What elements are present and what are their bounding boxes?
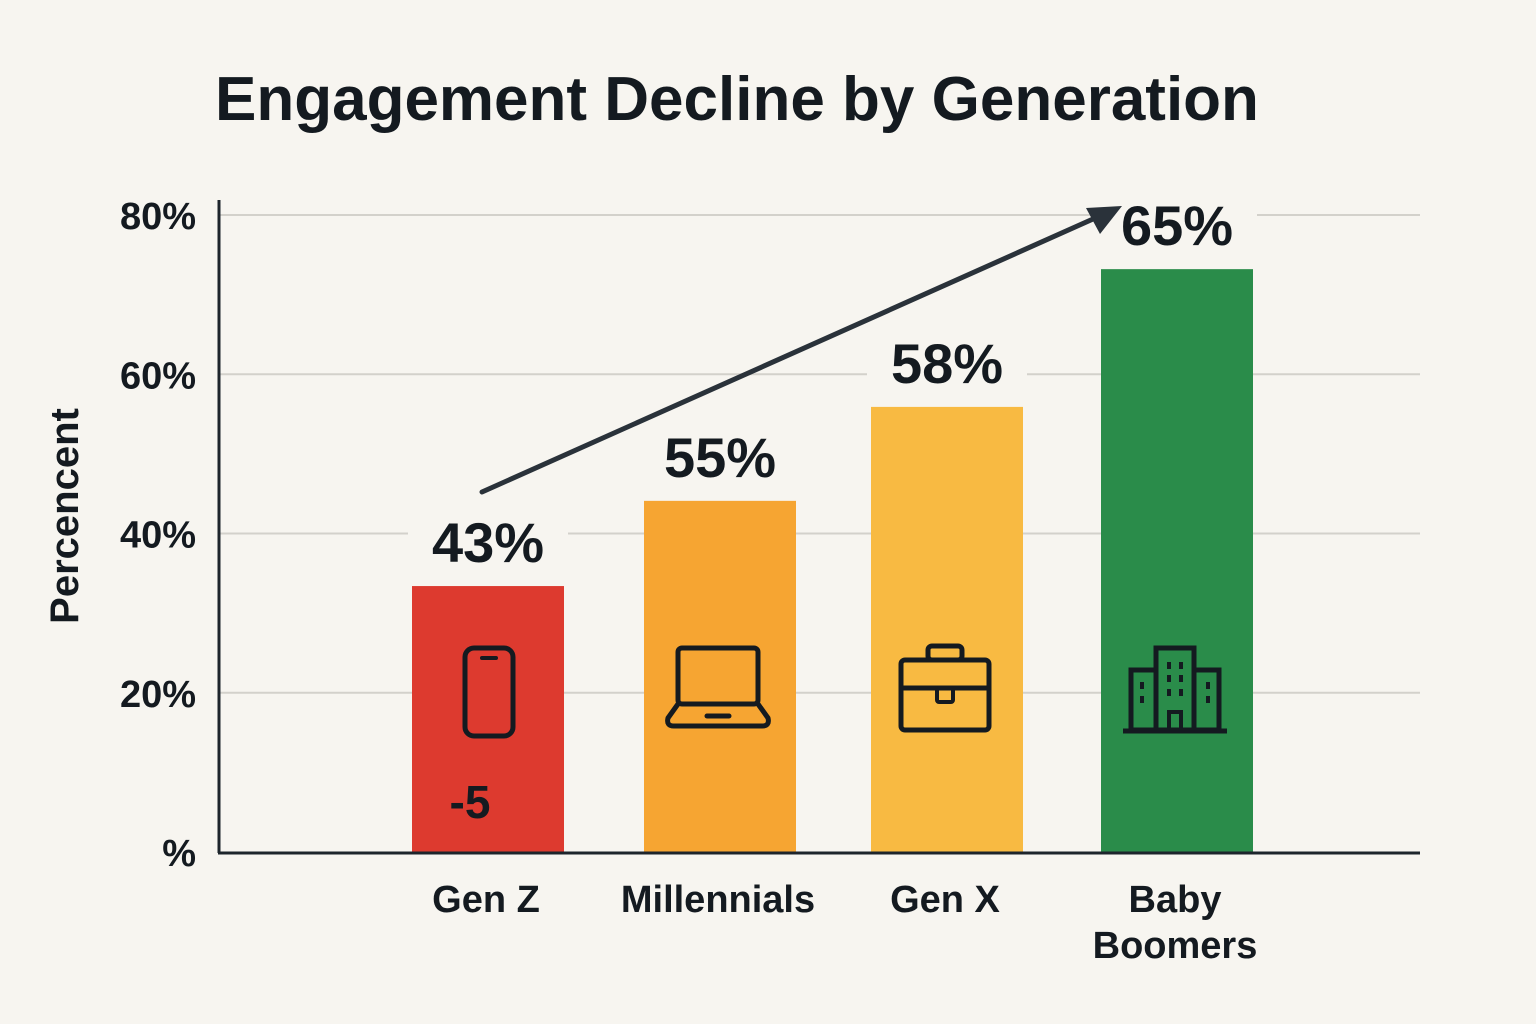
y-tick-label: % (162, 833, 196, 875)
y-tick-label: 80% (120, 196, 196, 238)
x-tick-label: Gen X (890, 879, 1000, 921)
value-label: 55% (664, 426, 776, 489)
value-label-background (1097, 195, 1257, 260)
value-label-background (408, 512, 568, 577)
bar-gen-x (871, 406, 1023, 852)
value-label: 58% (891, 332, 1003, 395)
y-tick-label: 40% (120, 515, 196, 557)
x-tick-label: Millennials (621, 879, 815, 921)
y-axis-ticks: % 20% 40% 60% 80% (120, 196, 196, 875)
delta-annotation: -5 (450, 776, 491, 828)
bar-icons (462, 643, 1227, 739)
bar-baby-boomers (1101, 269, 1253, 852)
bars (412, 269, 1253, 852)
value-label-background (867, 332, 1027, 397)
y-axis-label: Percencent (43, 408, 87, 624)
trend-arrow (479, 206, 1122, 495)
x-tick-label: Boomers (1093, 925, 1258, 967)
laptop-icon (665, 645, 771, 729)
briefcase-icon (898, 643, 992, 733)
y-tick-label: 60% (120, 355, 196, 397)
smartphone-body (462, 645, 516, 739)
x-tick-label: Baby (1129, 879, 1222, 921)
value-label: 65% (1121, 194, 1233, 257)
chart-title: Engagement Decline by Generation (215, 65, 1259, 134)
arrow-shaft (479, 212, 1105, 495)
value-labels: 43% 55% 58% 65% (408, 194, 1257, 577)
y-tick-label: 20% (120, 674, 196, 716)
bar-gen-z (412, 586, 564, 852)
value-label: 43% (432, 511, 544, 574)
value-label-background (640, 426, 800, 491)
annotations: -5 (450, 206, 1122, 828)
smartphone-icon (462, 645, 516, 739)
x-tick-label: Gen Z (432, 879, 540, 921)
arrow-head-icon (1086, 206, 1122, 234)
bar-millennials (644, 500, 796, 852)
office-building-icon (1123, 645, 1227, 734)
